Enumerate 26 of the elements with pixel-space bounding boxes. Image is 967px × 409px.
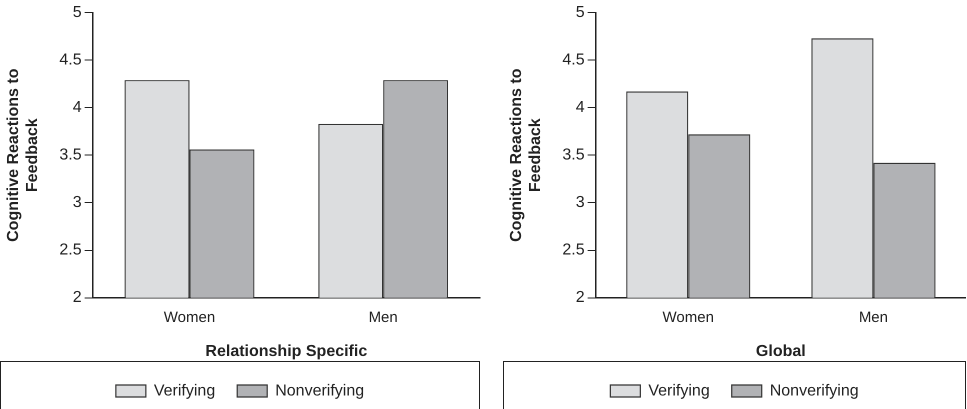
legend-label: Verifying bbox=[154, 382, 216, 400]
y-tick-label: 2 bbox=[72, 289, 82, 306]
legend-label: Nonverifying bbox=[770, 382, 859, 400]
y-tick-label: 4.5 bbox=[562, 52, 585, 69]
y-tick-label: 5 bbox=[576, 4, 585, 22]
y-axis-title: Cognitive Reactions to Feedback bbox=[508, 68, 544, 242]
y-tick-label: 2 bbox=[576, 289, 585, 306]
legend-label: Verifying bbox=[648, 382, 710, 400]
y-tick-label: 4 bbox=[576, 99, 585, 116]
y-tick-label: 4.5 bbox=[59, 52, 82, 69]
x-tick-label: Women bbox=[164, 308, 216, 326]
x-tick-label: Women bbox=[662, 308, 714, 326]
y-tick-label: 3 bbox=[72, 194, 82, 212]
y-tick-label: 4 bbox=[72, 99, 82, 116]
x-tick-label: Men bbox=[858, 308, 888, 326]
legend-label: Nonverifying bbox=[275, 382, 364, 400]
y-axis-title: Cognitive Reactions to Feedback bbox=[5, 68, 42, 242]
y-tick-label: 2.5 bbox=[59, 242, 82, 259]
y-tick-label: 3.5 bbox=[59, 146, 82, 164]
y-tick-label: 3 bbox=[576, 194, 585, 212]
x-axis-title: Relationship Specific bbox=[205, 342, 368, 360]
y-tick-label: 2.5 bbox=[562, 242, 585, 259]
x-tick-label: Men bbox=[368, 308, 398, 326]
x-axis-title: Global bbox=[756, 342, 806, 360]
y-tick-label: 5 bbox=[72, 4, 82, 22]
y-tick-label: 3.5 bbox=[562, 146, 585, 164]
